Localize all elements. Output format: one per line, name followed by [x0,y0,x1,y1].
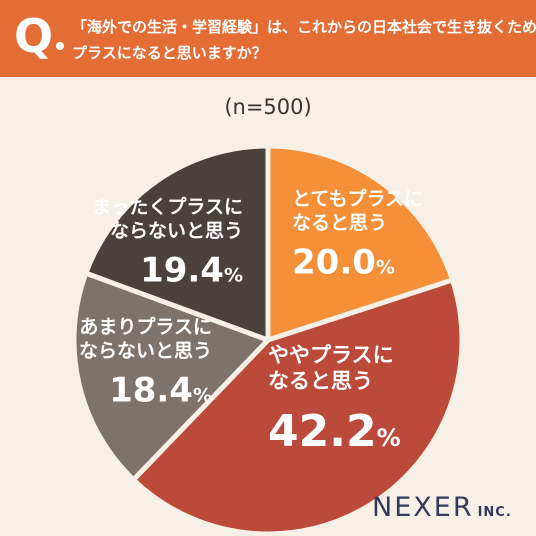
question-mark: Q [14,9,54,63]
slice-label-line: なると思う [292,212,387,234]
brand-name: NEXER [372,492,474,523]
pie-slice-2 [130,277,465,536]
slice-label-line: とてもプラスに [292,187,423,210]
pie-slice-4 [83,143,271,343]
slice-label-line: まったくプラスに [92,195,243,218]
slice-label-line: あまりプラスに [79,315,212,338]
slice-label-line: ならないと思う [110,220,243,242]
pie-slice-1 [265,143,456,343]
question-text-line-1: 「海外での生活・学習経験」は、これからの日本社会で生き抜くために [72,18,536,36]
question-text-line-2: プラスになると思いますか？ [72,44,267,62]
question-header: Q 「海外での生活・学習経験」は、これからの日本社会で生き抜くために プラスにな… [0,0,536,77]
brand-suffix: INC. [477,505,512,520]
slice-value-label: 20.0% [292,243,395,283]
slice-label-line: ならないと思う [79,340,212,362]
slice-value-label: 18.4% [109,371,212,411]
sample-size-label: (n=500) [224,95,312,119]
slice-label-line: ややプラスに [268,343,394,367]
slice-value-label: 42.2% [268,406,401,457]
brand-logo: NEXER INC. [372,492,512,523]
slice-label-line: なると思う [268,369,373,393]
slice-value-label: 19.4% [140,251,243,291]
question-mark-dot [56,42,64,50]
